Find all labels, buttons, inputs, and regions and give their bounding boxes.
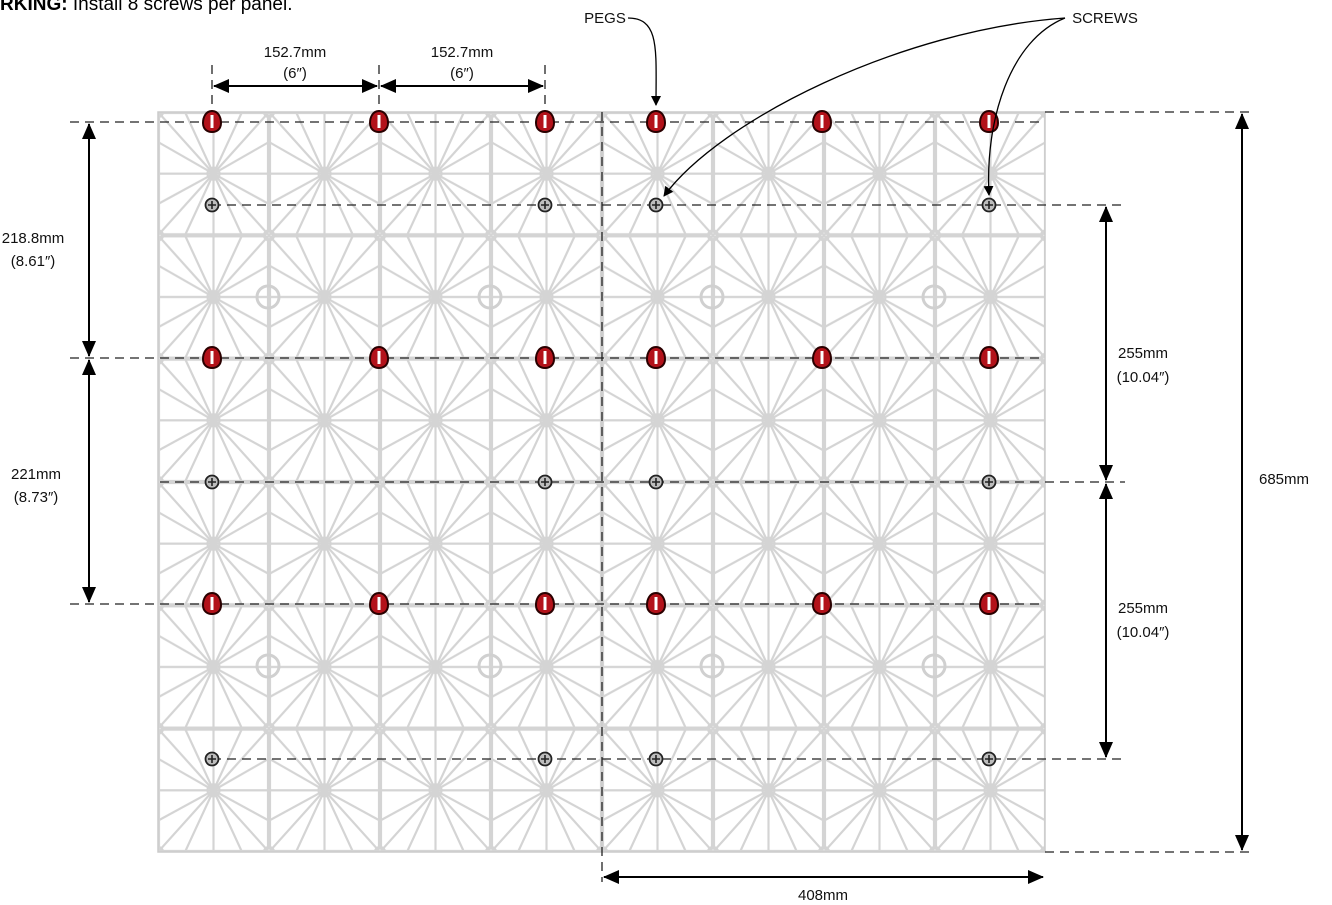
- peg-slot: [543, 115, 547, 128]
- dim-metric: 218.8mm: [2, 230, 65, 247]
- peg: [368, 345, 390, 370]
- peg-slot: [377, 351, 381, 364]
- screw: [648, 197, 664, 213]
- peg: [645, 109, 667, 134]
- screw-cross: [208, 755, 216, 763]
- screw-cross: [541, 755, 549, 763]
- peg: [368, 591, 390, 616]
- peg-slot: [210, 115, 214, 128]
- peg-slot: [543, 597, 547, 610]
- dim-imperial: (8.61″): [11, 253, 56, 270]
- peg-slot: [654, 115, 658, 128]
- screw-cross: [652, 478, 660, 486]
- screw-cross: [985, 478, 993, 486]
- peg: [201, 591, 223, 616]
- peg: [534, 591, 556, 616]
- screw-cross: [208, 201, 216, 209]
- screw: [537, 474, 553, 490]
- peg: [811, 109, 833, 134]
- peg-slot: [543, 351, 547, 364]
- peg: [645, 345, 667, 370]
- peg-slot: [377, 597, 381, 610]
- header-label: RKING:: [0, 0, 68, 15]
- guide-lines: [70, 65, 1252, 882]
- screw: [981, 751, 997, 767]
- dimension-arrows: [82, 79, 1249, 884]
- header-text: Install 8 screws per panel.: [73, 0, 293, 15]
- screw-cross: [652, 755, 660, 763]
- peg: [368, 109, 390, 134]
- peg: [201, 109, 223, 134]
- screw-cross: [985, 755, 993, 763]
- peg-slot: [210, 597, 214, 610]
- screw-cross: [541, 478, 549, 486]
- dim-imperial: (8.73″): [14, 489, 59, 506]
- peg-slot: [654, 597, 658, 610]
- peg-slot: [820, 351, 824, 364]
- peg-slot: [210, 351, 214, 364]
- screw: [981, 474, 997, 490]
- peg: [978, 345, 1000, 370]
- header: RKING: Install 8 screws per panel.: [0, 0, 293, 15]
- dim-metric: 152.7mm: [431, 44, 494, 61]
- dim-imperial: (10.04″): [1117, 369, 1170, 386]
- peg: [978, 109, 1000, 134]
- screw: [981, 197, 997, 213]
- fasteners: [201, 109, 1000, 767]
- peg-slot: [987, 597, 991, 610]
- screw: [537, 751, 553, 767]
- screw: [537, 197, 553, 213]
- peg: [811, 591, 833, 616]
- screw-cross: [652, 201, 660, 209]
- peg-slot: [820, 597, 824, 610]
- screw-cross: [985, 201, 993, 209]
- peg-slot: [820, 115, 824, 128]
- screw: [204, 197, 220, 213]
- peg-slot: [377, 115, 381, 128]
- peg: [811, 345, 833, 370]
- panel-holes: [255, 284, 947, 679]
- pegs-callout: PEGS: [584, 10, 626, 27]
- dim-imperial: (6″): [283, 65, 307, 82]
- peg: [534, 345, 556, 370]
- dim-metric: 221mm: [11, 466, 61, 483]
- peg: [978, 591, 1000, 616]
- peg-slot: [987, 115, 991, 128]
- screw: [648, 474, 664, 490]
- screw-cross: [208, 478, 216, 486]
- dim-width: 408mm: [798, 887, 848, 904]
- screw-cross: [541, 201, 549, 209]
- screw: [204, 751, 220, 767]
- peg: [201, 345, 223, 370]
- dim-imperial: (10.04″): [1117, 624, 1170, 641]
- screw: [204, 474, 220, 490]
- dim-metric: 152.7mm: [264, 44, 327, 61]
- screw: [648, 751, 664, 767]
- dim-metric: 255mm: [1118, 600, 1168, 617]
- dim-height: 685mm: [1259, 471, 1309, 488]
- peg: [534, 109, 556, 134]
- peg-slot: [987, 351, 991, 364]
- dim-imperial: (6″): [450, 65, 474, 82]
- screws-callout: SCREWS: [1072, 10, 1138, 27]
- dim-metric: 255mm: [1118, 345, 1168, 362]
- peg: [645, 591, 667, 616]
- callout-arrows: [627, 17, 1066, 197]
- peg-slot: [654, 351, 658, 364]
